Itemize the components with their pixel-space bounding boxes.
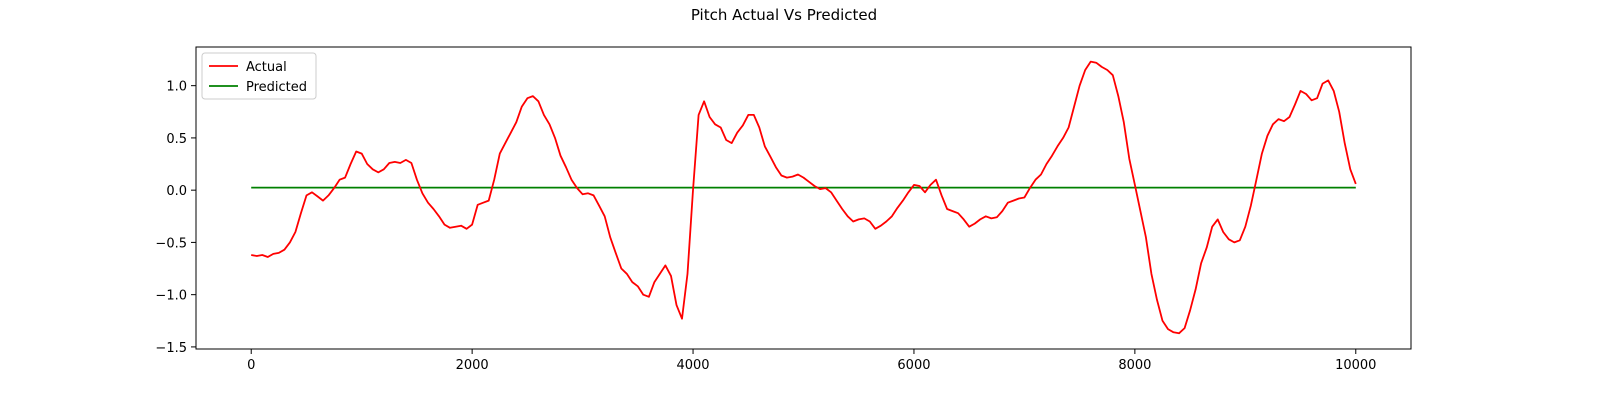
x-tick-label: 8000: [1118, 358, 1151, 373]
x-tick-label: 0: [247, 358, 255, 373]
chart-title: Pitch Actual Vs Predicted: [691, 6, 877, 24]
x-tick-label: 6000: [897, 358, 930, 373]
y-axis: −1.5 −1.0 −0.5 0.0 0.5 1.0: [155, 80, 196, 356]
y-tick-label: −1.5: [155, 341, 187, 356]
legend-box: [201, 52, 317, 100]
x-tick-label: 10000: [1335, 358, 1376, 373]
plot-area: [195, 46, 1412, 350]
y-tick-label: 0.5: [166, 132, 187, 147]
x-tick-label: 4000: [676, 358, 709, 373]
legend-label-predicted: Predicted: [246, 80, 307, 95]
x-axis: 0 2000 4000 6000 8000 10000: [247, 349, 1376, 373]
y-tick-label: 1.0: [166, 80, 187, 95]
legend-label-actual: Actual: [246, 60, 287, 75]
y-tick-label: −1.0: [155, 289, 187, 304]
y-tick-label: −0.5: [155, 236, 187, 251]
y-tick-label: 0.0: [166, 184, 187, 199]
x-tick-label: 2000: [456, 358, 489, 373]
series-line-actual: [251, 60, 1357, 335]
series-layer: [251, 60, 1357, 335]
legend: Actual Predicted: [201, 52, 317, 100]
